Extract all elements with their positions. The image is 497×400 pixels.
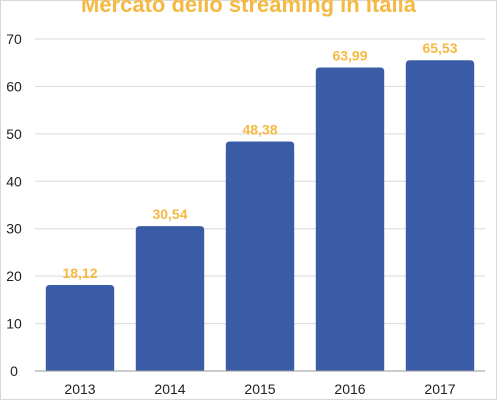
chart-title: Mercato dello streaming in Italia <box>81 0 416 17</box>
y-tick-label: 40 <box>6 173 22 189</box>
data-label: 63,99 <box>332 48 367 64</box>
x-tick-label: 2017 <box>424 381 455 397</box>
data-label: 65,53 <box>422 40 457 56</box>
data-label: 30,54 <box>152 206 187 222</box>
data-label: 48,38 <box>242 122 277 138</box>
y-tick-label: 60 <box>6 78 22 94</box>
x-tick-label: 2013 <box>64 381 95 397</box>
labels: 0 10 20 30 40 50 60 70 18,12 2013 30,54 2014 48,38 20… <box>6 31 458 397</box>
y-tick-label: 30 <box>6 221 22 237</box>
y-tick-label: 20 <box>6 268 22 284</box>
bar <box>315 67 385 371</box>
y-tick-label: 50 <box>6 126 22 142</box>
bar <box>135 226 205 371</box>
y-tick-label: 10 <box>6 316 22 332</box>
y-tick-label: 70 <box>6 31 22 47</box>
bar <box>405 60 475 372</box>
y-tick-label: 0 <box>10 363 18 379</box>
bars <box>45 60 475 372</box>
x-tick-label: 2014 <box>154 381 185 397</box>
x-tick-label: 2015 <box>244 381 275 397</box>
x-tick-label: 2016 <box>334 381 365 397</box>
bar <box>45 285 115 371</box>
data-label: 18,12 <box>62 265 97 281</box>
bar <box>225 141 295 371</box>
